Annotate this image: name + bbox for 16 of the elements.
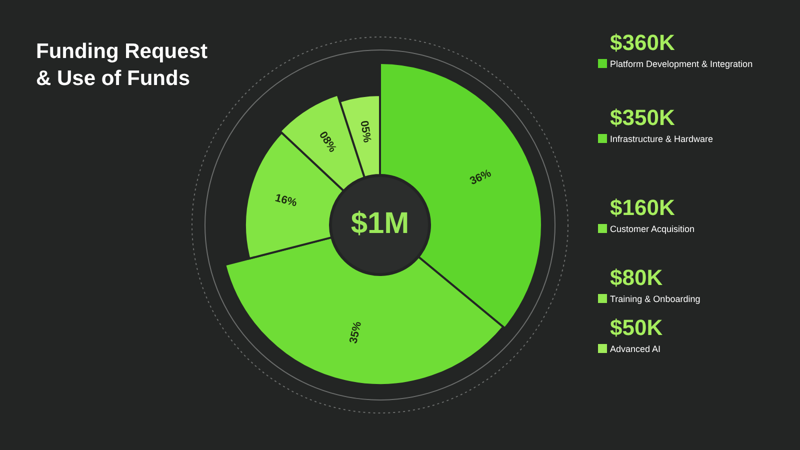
text: $160K bbox=[610, 195, 675, 220]
data-label: 05% bbox=[358, 120, 373, 144]
legend-label: Platform Development & Integration bbox=[610, 59, 753, 69]
text: $80K bbox=[610, 265, 663, 290]
data-label: 35% bbox=[348, 320, 364, 345]
text: $350K bbox=[610, 105, 675, 130]
legend-label: Infrastructure & Hardware bbox=[610, 134, 714, 144]
data-label: 36% bbox=[468, 167, 494, 188]
text: $50K bbox=[610, 315, 663, 340]
text: $360K bbox=[610, 30, 675, 55]
text: $1M bbox=[350, 206, 410, 240]
legend-label: Advanced AI bbox=[610, 344, 661, 354]
data-label: 16% bbox=[274, 192, 298, 210]
legend-label: Customer Acquisition bbox=[610, 224, 695, 234]
legend-label: Training & Onboarding bbox=[610, 294, 700, 304]
chart-title: Funding Request & Use of Funds bbox=[36, 40, 208, 90]
